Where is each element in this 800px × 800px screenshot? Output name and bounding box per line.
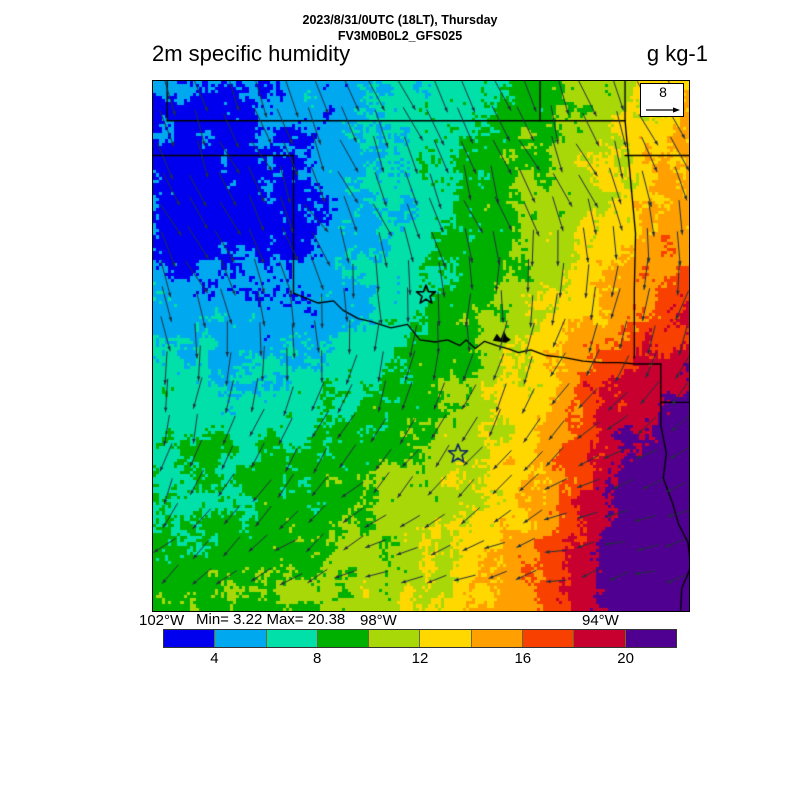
colorbar-segment	[164, 630, 216, 647]
header-datetime: 2023/8/31/0UTC (18LT), Thursday	[302, 13, 498, 27]
colorbar-segment	[317, 630, 370, 647]
minmax-label: Min= 3.22 Max= 20.38	[196, 611, 346, 628]
colorbar-tick-label: 16	[514, 650, 532, 667]
page-title: 2m specific humidity	[152, 41, 351, 66]
wind-vector-legend: 8	[640, 83, 684, 117]
colorbar-tick-label: 12	[411, 650, 429, 667]
wind-legend-value: 8	[659, 84, 667, 100]
colorbar[interactable]	[163, 629, 677, 648]
map-plot-area[interactable]: 8	[152, 80, 690, 612]
colorbar-segment	[523, 630, 575, 647]
colorbar-segment	[215, 630, 267, 647]
units-label: g kg-1	[646, 41, 708, 66]
x-tick-label: 98°W	[360, 612, 397, 629]
colorbar-ticks: 4 8 12 16 20	[163, 650, 677, 670]
y-axis-ticks: 36°N32°N	[0, 0, 150, 800]
colorbar-segment	[625, 630, 676, 647]
x-tick-label: 94°W	[582, 612, 619, 629]
arrow-right-icon	[646, 107, 680, 113]
colorbar-segment	[369, 630, 421, 647]
colorbar-tick-label: 8	[313, 650, 322, 667]
colorbar-segment	[266, 630, 318, 647]
header-model: FV3M0B0L2_GFS025	[337, 29, 463, 43]
colorbar-segment	[420, 630, 472, 647]
humidity-field-canvas	[153, 81, 689, 611]
x-tick-label: 102°W	[139, 612, 185, 629]
colorbar-tick-label: 4	[210, 650, 219, 667]
colorbar-segment	[471, 630, 524, 647]
colorbar-tick-label: 20	[617, 650, 634, 667]
colorbar-segment	[574, 630, 626, 647]
